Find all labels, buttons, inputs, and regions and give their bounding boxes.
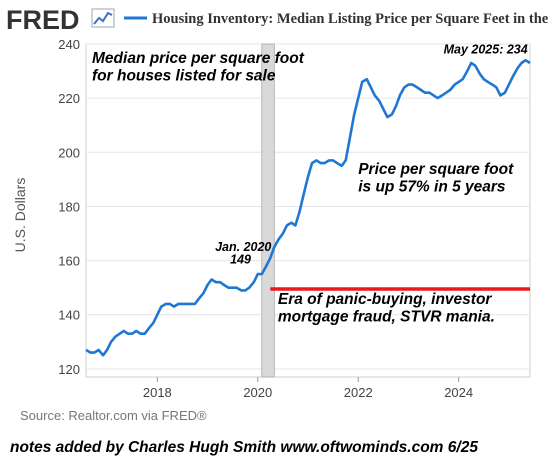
x-tick-label: 2018 — [143, 385, 172, 400]
y-tick-label: 220 — [58, 91, 80, 106]
footer-note: notes added by Charles Hugh Smith www.of… — [10, 439, 478, 456]
y-tick-label: 140 — [58, 308, 80, 323]
y-tick-label: 240 — [58, 37, 80, 52]
header: FRED Housing Inventory: Median Listing P… — [6, 5, 550, 35]
annotation-up-57-line1: Price per square foot — [358, 161, 514, 178]
recession-band — [261, 43, 275, 378]
plot-area — [85, 43, 531, 378]
x-axis-ticks: 2018 2020 2022 2024 — [143, 377, 473, 400]
annotation-era-line1: Era of panic-buying, investor — [278, 291, 493, 308]
annotation-up-57-line2: is up 57% in 5 years — [358, 179, 506, 196]
y-tick-label: 160 — [58, 254, 80, 269]
annotation-jan-2020: Jan. 2020 — [215, 240, 271, 254]
y-axis-ticks: 120 140 160 180 200 220 240 — [58, 37, 80, 377]
series-line-median-price — [85, 58, 531, 357]
y-axis-label: U.S. Dollars — [12, 178, 28, 253]
fred-logo-text: FRED — [6, 5, 80, 35]
annotation-may-2025: May 2025: 234 — [444, 42, 528, 56]
y-tick-label: 180 — [58, 199, 80, 214]
annotation-median-price-line1: Median price per square foot — [92, 50, 305, 67]
x-tick-label: 2020 — [243, 385, 272, 400]
annotation-149: 149 — [230, 252, 251, 266]
gridlines — [86, 43, 530, 370]
fred-chart-logo-icon — [91, 8, 115, 28]
y-tick-label: 120 — [58, 362, 80, 377]
x-tick-label: 2022 — [344, 385, 373, 400]
annotation-era-line2: mortgage fraud, STVR mania. — [278, 309, 495, 326]
annotations: Median price per square foot for houses … — [92, 42, 528, 325]
chart-title: Housing Inventory: Median Listing Price … — [152, 11, 550, 27]
annotation-median-price-line2: for houses listed for sale — [92, 68, 276, 85]
source-text: Source: Realtor.com via FRED® — [20, 408, 207, 423]
y-tick-label: 200 — [58, 145, 80, 160]
x-tick-label: 2024 — [444, 385, 473, 400]
